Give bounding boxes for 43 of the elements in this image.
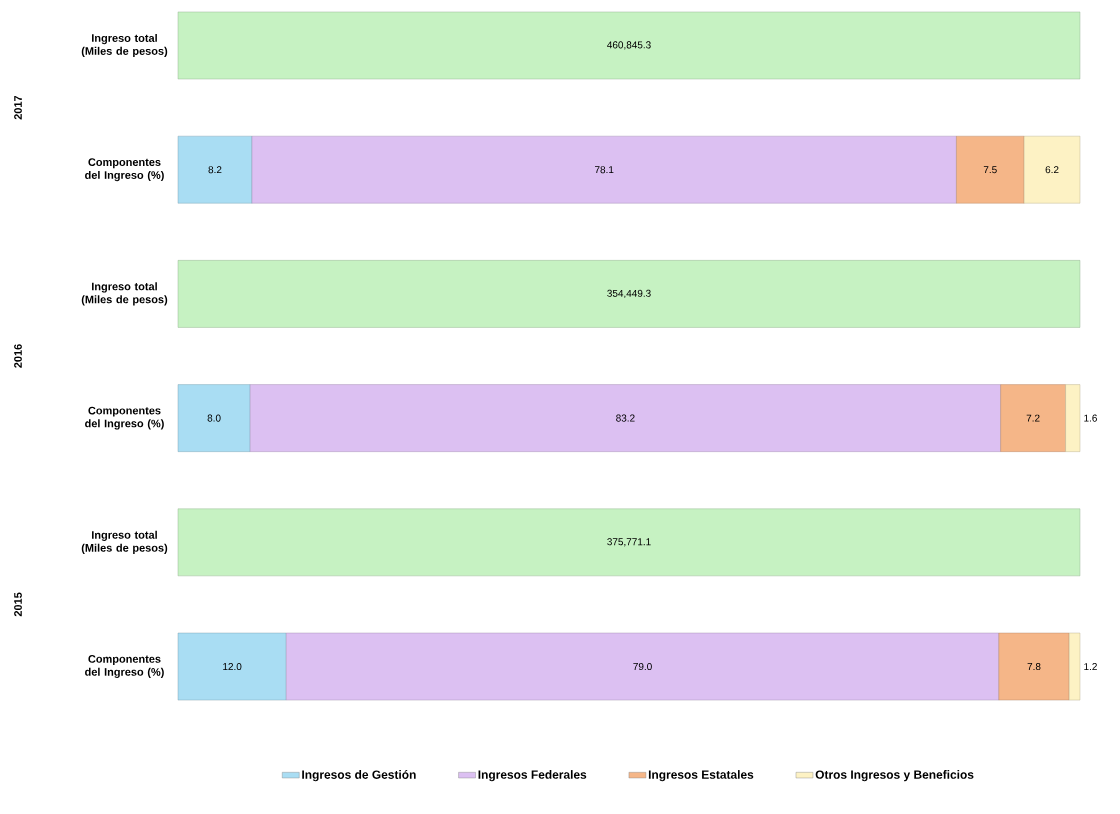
legend-label: Otros Ingresos y Beneficios bbox=[815, 770, 974, 782]
data-label: 79.0 bbox=[633, 663, 652, 671]
data-label: 83.2 bbox=[616, 414, 635, 422]
bar bbox=[956, 135, 1025, 204]
bar bbox=[1065, 384, 1081, 452]
y-tick-label: Ingreso total (Miles de pesos) bbox=[81, 282, 168, 306]
bar bbox=[1000, 384, 1066, 452]
legend-label: Ingresos Federales bbox=[478, 770, 587, 782]
bar bbox=[1023, 135, 1081, 204]
bar bbox=[177, 11, 1081, 80]
bar bbox=[177, 135, 253, 204]
y-tick-label: Componentes del Ingreso (%) bbox=[85, 655, 164, 679]
data-label: 7.8 bbox=[1027, 663, 1041, 671]
annotation: 460,845.3 bbox=[607, 41, 651, 50]
data-label: 6.2 bbox=[1045, 166, 1059, 174]
data-label: 8.0 bbox=[207, 414, 221, 422]
text: 2016 bbox=[14, 344, 22, 368]
data-label: 1.6 bbox=[1084, 414, 1097, 422]
y-tick-label: Componentes del Ingreso (%) bbox=[85, 406, 164, 430]
data-label: 8.2 bbox=[208, 166, 222, 174]
bar bbox=[177, 632, 287, 701]
bar bbox=[177, 260, 1081, 328]
data-label: 12.0 bbox=[223, 663, 242, 671]
text: 2017 bbox=[14, 95, 22, 120]
legend-label: Ingresos de Gestión bbox=[302, 770, 416, 782]
bar bbox=[286, 632, 1000, 701]
data-label: 1.2 bbox=[1084, 663, 1097, 671]
y-tick-label: Componentes del Ingreso (%) bbox=[85, 158, 164, 182]
text: 2015 bbox=[14, 592, 22, 617]
legend-label: Ingresos Estatales bbox=[648, 770, 754, 782]
data-label: 7.2 bbox=[1026, 414, 1040, 422]
bar bbox=[177, 384, 251, 452]
bar bbox=[177, 508, 1081, 577]
bar bbox=[1068, 632, 1081, 701]
bar bbox=[998, 632, 1070, 701]
annotation: 354,449.3 bbox=[607, 289, 651, 299]
bar bbox=[251, 135, 957, 204]
data-label: 78.1 bbox=[595, 166, 614, 174]
annotation: 375,771.1 bbox=[607, 538, 651, 547]
data-label: 7.5 bbox=[983, 166, 997, 174]
y-tick-label: Ingreso total (Miles de pesos) bbox=[81, 33, 168, 58]
bar bbox=[249, 384, 1001, 452]
y-tick-label: Ingreso total (Miles de pesos) bbox=[81, 530, 168, 554]
